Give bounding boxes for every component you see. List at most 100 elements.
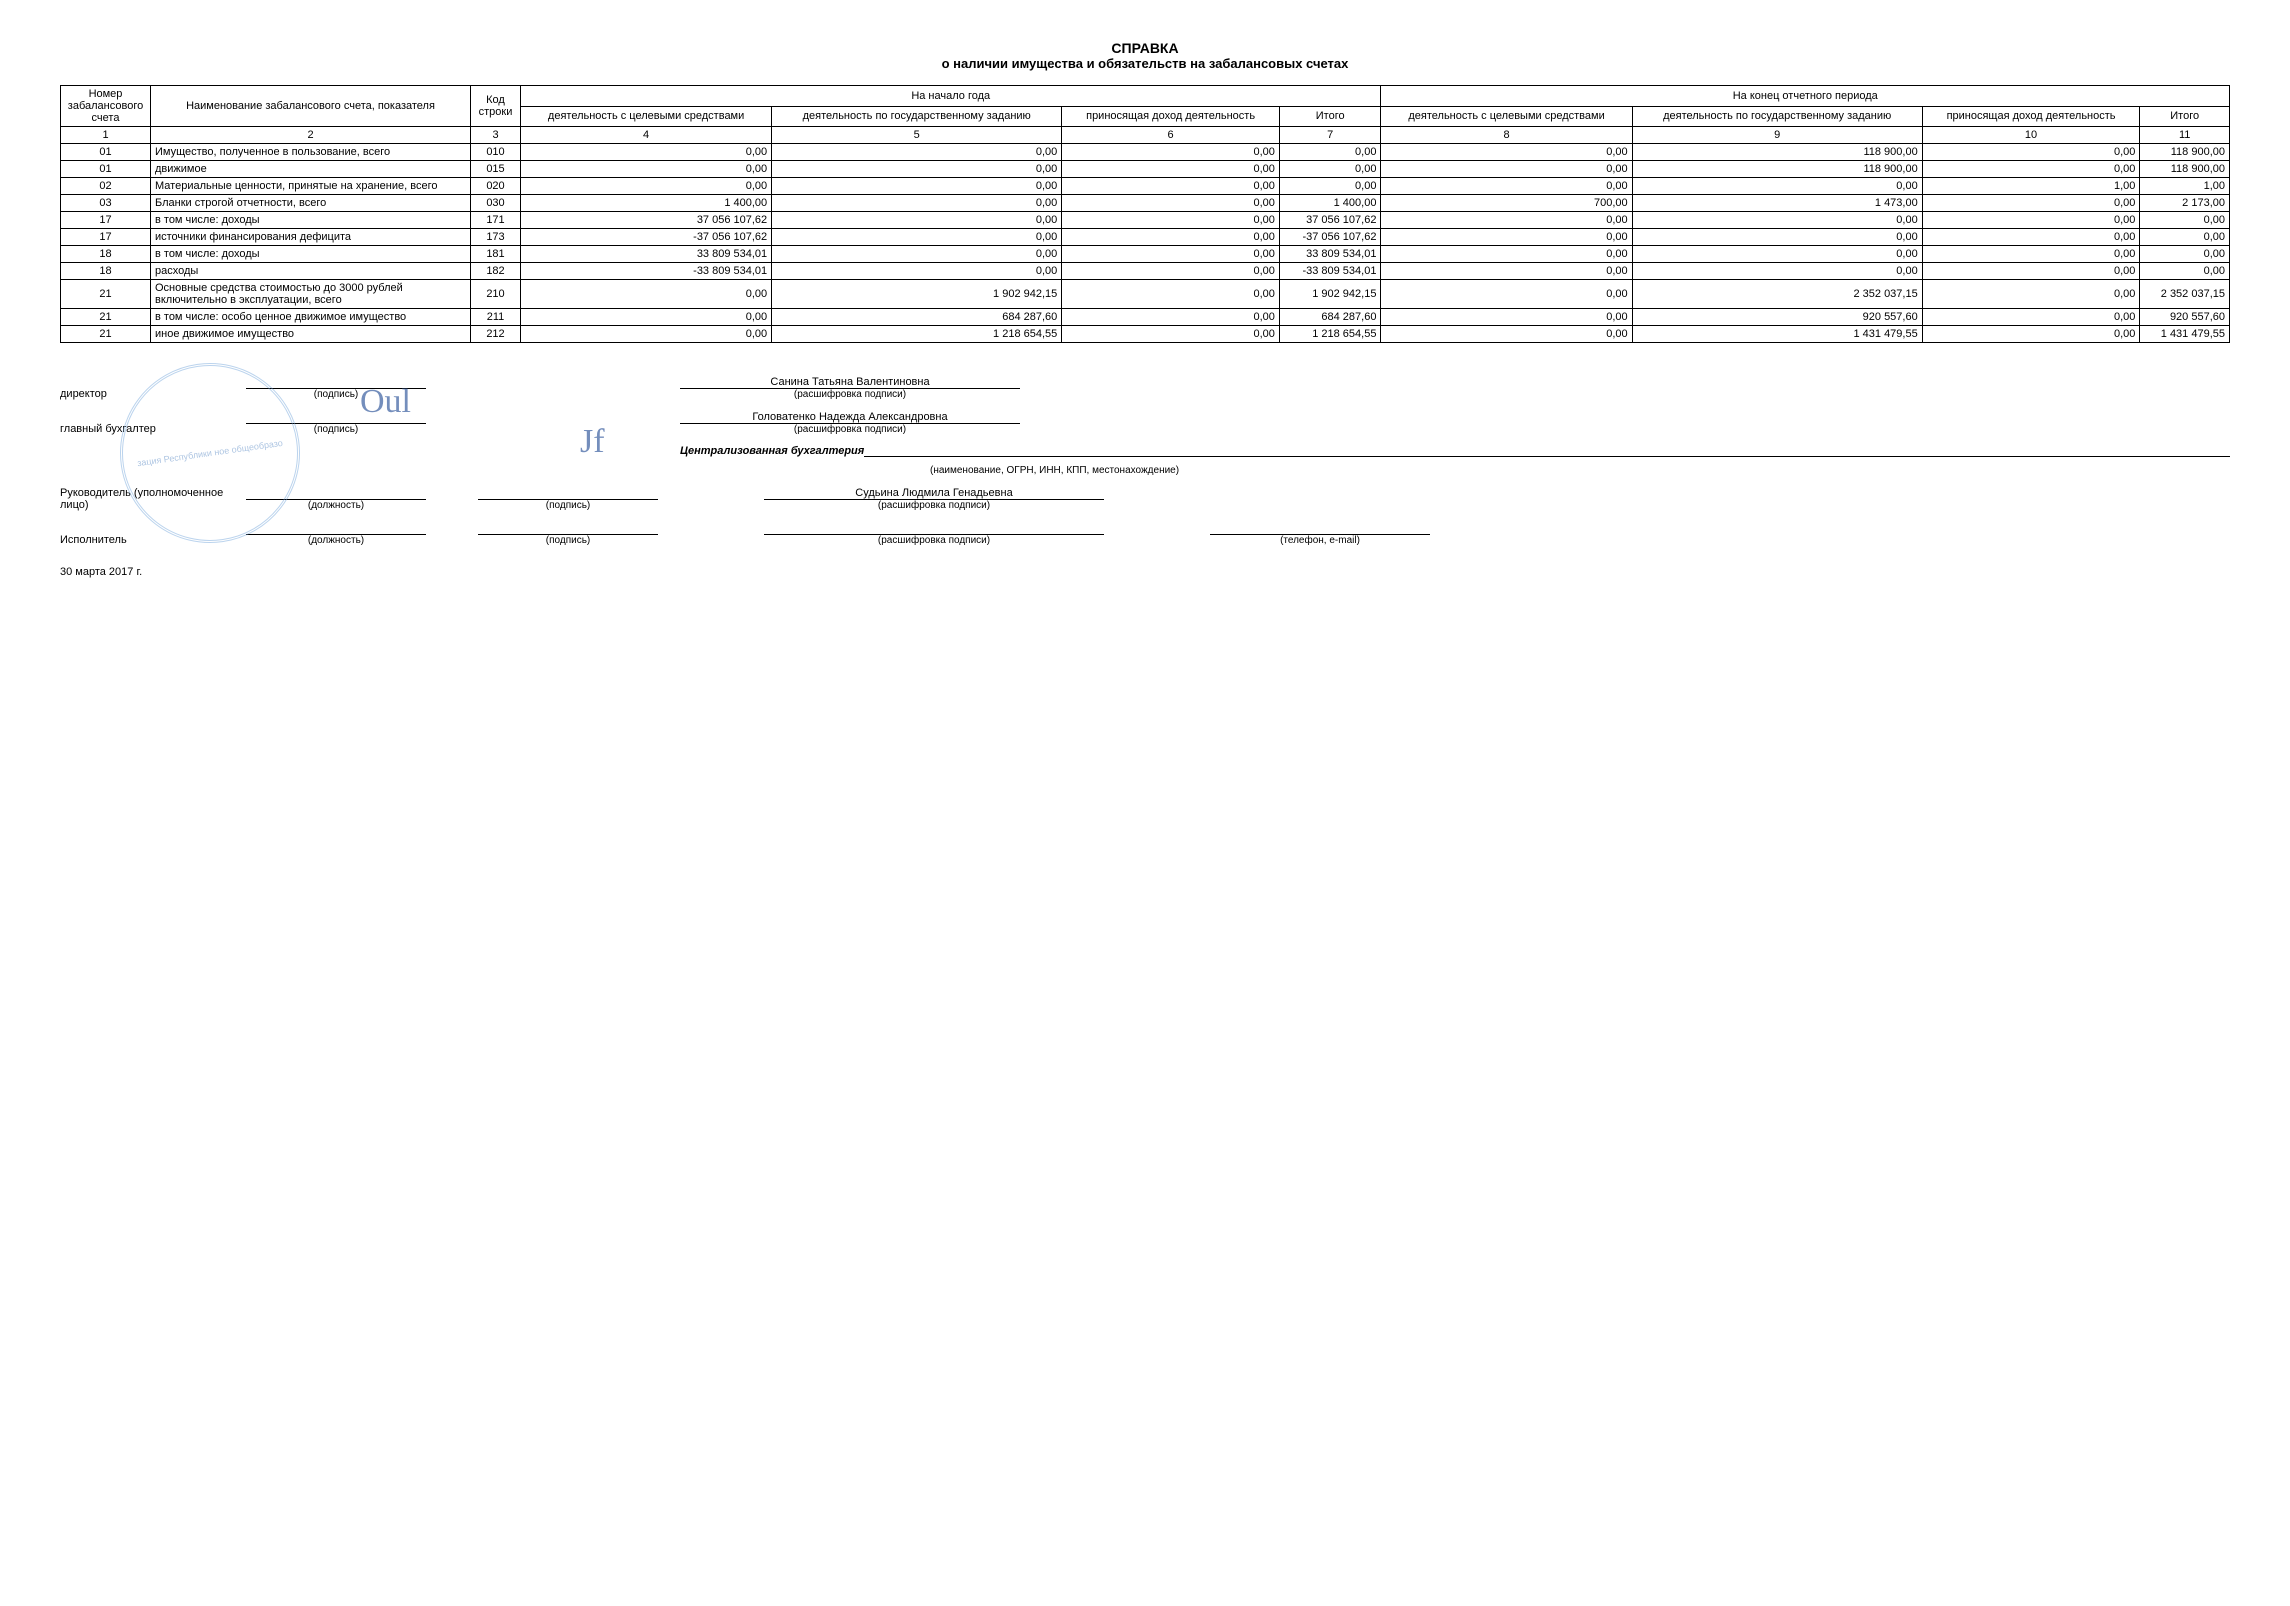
table-cell: Основные средства стоимостью до 3000 руб… xyxy=(151,280,471,309)
table-cell: 118 900,00 xyxy=(2140,161,2230,178)
table-cell: 0,00 xyxy=(521,309,772,326)
table-cell: 210 xyxy=(471,280,521,309)
table-cell: 0,00 xyxy=(521,280,772,309)
table-cell: 18 xyxy=(61,263,151,280)
table-cell: 0,00 xyxy=(1922,246,2140,263)
n9: 9 xyxy=(1632,127,1922,144)
table-cell: 21 xyxy=(61,326,151,343)
table-row: 02Материальные ценности, принятые на хра… xyxy=(61,178,2230,195)
table-cell: 0,00 xyxy=(2140,212,2230,229)
hdr-c9: деятельность по государственному заданию xyxy=(1632,106,1922,127)
table-cell: 181 xyxy=(471,246,521,263)
table-cell: в том числе: доходы xyxy=(151,246,471,263)
table-cell: 010 xyxy=(471,144,521,161)
table-cell: источники финансирования дефицита xyxy=(151,229,471,246)
table-cell: 0,00 xyxy=(1922,263,2140,280)
n2: 2 xyxy=(151,127,471,144)
table-cell: 920 557,60 xyxy=(1632,309,1922,326)
n7: 7 xyxy=(1279,127,1381,144)
table-cell: -33 809 534,01 xyxy=(521,263,772,280)
hdr-start: На начало года xyxy=(521,86,1381,107)
n8: 8 xyxy=(1381,127,1632,144)
rash-hint-4: (расшифровка подписи) xyxy=(878,535,990,546)
table-cell: 0,00 xyxy=(521,161,772,178)
table-cell: 17 xyxy=(61,229,151,246)
table-row: 17источники финансирования дефицита173 -3… xyxy=(61,229,2230,246)
head-name: Судьина Людмила Генадьевна xyxy=(764,487,1104,500)
podpis-hint-2: (подпись) xyxy=(314,424,358,435)
table-cell: 0,00 xyxy=(1922,309,2140,326)
table-cell: 0,00 xyxy=(1632,229,1922,246)
table-cell: иное движимое имущество xyxy=(151,326,471,343)
table-cell: 0,00 xyxy=(1922,280,2140,309)
podpis-hint-4: (подпись) xyxy=(546,535,590,546)
hdr-end: На конец отчетного периода xyxy=(1381,86,2230,107)
table-cell: 0,00 xyxy=(2140,229,2230,246)
hdr-c6: приносящая доход деятельность xyxy=(1062,106,1280,127)
table-cell: -37 056 107,62 xyxy=(1279,229,1381,246)
dolzh-hint-2: (должность) xyxy=(308,535,364,546)
table-cell: 1 431 479,55 xyxy=(2140,326,2230,343)
table-cell: 0,00 xyxy=(521,178,772,195)
table-cell: 1,00 xyxy=(1922,178,2140,195)
podpis-hint: (подпись) xyxy=(314,389,358,400)
table-cell: 0,00 xyxy=(1381,246,1632,263)
table-row: 03Бланки строгой отчетности, всего0301 4… xyxy=(61,195,2230,212)
table-cell: 33 809 534,01 xyxy=(1279,246,1381,263)
n5: 5 xyxy=(772,127,1062,144)
table-cell: 1 218 654,55 xyxy=(772,326,1062,343)
hdr-code: Код строки xyxy=(471,86,521,127)
table-cell: 0,00 xyxy=(772,161,1062,178)
table-cell: 0,00 xyxy=(1922,161,2140,178)
table-cell: в том числе: доходы xyxy=(151,212,471,229)
table-cell: 0,00 xyxy=(1062,309,1280,326)
table-cell: 0,00 xyxy=(1381,263,1632,280)
table-cell: 118 900,00 xyxy=(1632,144,1922,161)
table-cell: 2 352 037,15 xyxy=(2140,280,2230,309)
table-cell: 01 xyxy=(61,144,151,161)
table-cell: 0,00 xyxy=(521,326,772,343)
table-cell: 0,00 xyxy=(1922,229,2140,246)
table-cell: Бланки строгой отчетности, всего xyxy=(151,195,471,212)
n11: 11 xyxy=(2140,127,2230,144)
table-cell: 015 xyxy=(471,161,521,178)
table-cell: 33 809 534,01 xyxy=(521,246,772,263)
table-cell: 0,00 xyxy=(1381,280,1632,309)
hdr-name: Наименование забалансового счета, показа… xyxy=(151,86,471,127)
hdr-c5: деятельность по государственному заданию xyxy=(772,106,1062,127)
table-cell: 2 173,00 xyxy=(2140,195,2230,212)
n6: 6 xyxy=(1062,127,1280,144)
table-cell: 01 xyxy=(61,161,151,178)
table-cell: 211 xyxy=(471,309,521,326)
table-cell: движимое xyxy=(151,161,471,178)
table-row: 18расходы182-33 809 534,010,000,00-33 80… xyxy=(61,263,2230,280)
table-cell: 0,00 xyxy=(2140,263,2230,280)
n10: 10 xyxy=(1922,127,2140,144)
hdr-c4: деятельность с целевыми средствами xyxy=(521,106,772,127)
table-cell: 37 056 107,62 xyxy=(1279,212,1381,229)
table-cell: 0,00 xyxy=(1062,263,1280,280)
table-row: 01Имущество, полученное в пользование, в… xyxy=(61,144,2230,161)
table-row: 21Основные средства стоимостью до 3000 р… xyxy=(61,280,2230,309)
table-cell: 920 557,60 xyxy=(2140,309,2230,326)
table-cell: 700,00 xyxy=(1381,195,1632,212)
table-cell: 21 xyxy=(61,309,151,326)
table-cell: 0,00 xyxy=(1381,309,1632,326)
table-cell: 0,00 xyxy=(772,144,1062,161)
hdr-c7: Итого xyxy=(1279,106,1381,127)
n4: 4 xyxy=(521,127,772,144)
table-cell: 0,00 xyxy=(1632,212,1922,229)
table-cell: 173 xyxy=(471,229,521,246)
table-cell: 02 xyxy=(61,178,151,195)
hdr-c10: приносящая доход деятельность xyxy=(1922,106,2140,127)
table-cell: 0,00 xyxy=(1062,212,1280,229)
org-hint: (наименование, ОГРН, ИНН, КПП, местонахо… xyxy=(930,465,1179,476)
table-cell: 684 287,60 xyxy=(772,309,1062,326)
table-row: 21иное движимое имущество2120,001 218 65… xyxy=(61,326,2230,343)
title-main: СПРАВКА xyxy=(60,40,2230,56)
balance-table: Номер забалансового счета Наименование з… xyxy=(60,85,2230,343)
table-cell: 0,00 xyxy=(1062,326,1280,343)
table-cell: 1,00 xyxy=(2140,178,2230,195)
tel-hint: (телефон, e-mail) xyxy=(1280,535,1360,546)
table-cell: 0,00 xyxy=(1381,326,1632,343)
